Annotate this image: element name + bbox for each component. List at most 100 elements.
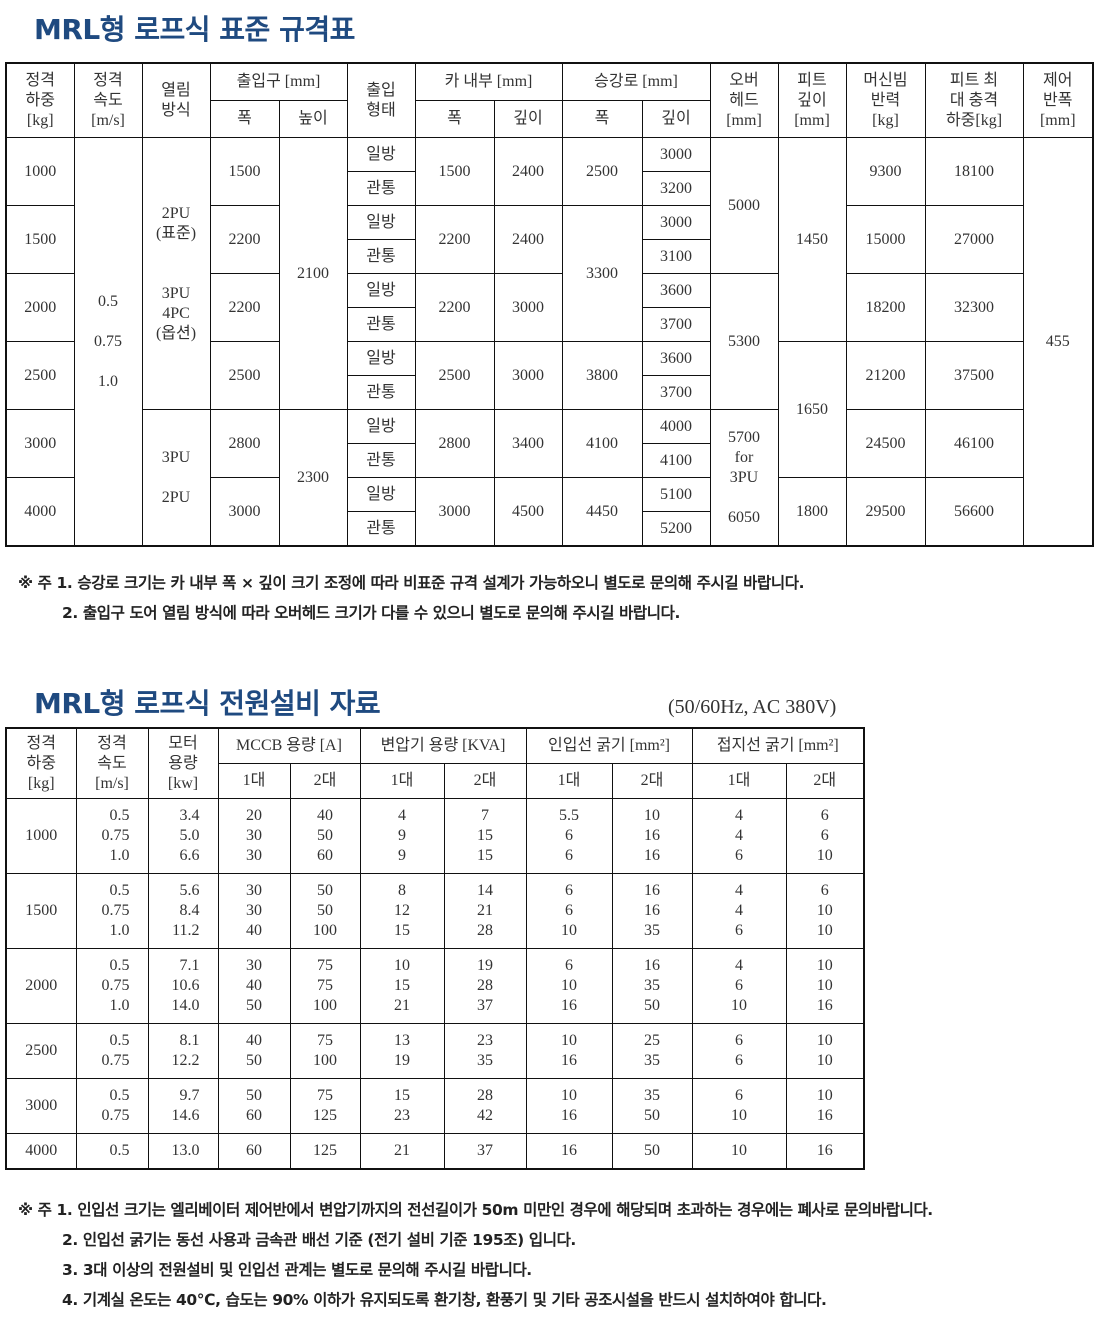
header-inlet-1: 1대 [525, 763, 613, 799]
cell-motor: 9.7 14.6 [147, 1078, 219, 1134]
table-row: 1000 0.5 0.75 1.0 3.4 5.0 6.6 20 30 30 40 50… [5, 798, 865, 874]
cell-trans-1: 10 15 21 [359, 948, 445, 1024]
cell-beam: 18200 [845, 273, 926, 342]
cell-pit: 1800 [777, 477, 847, 547]
cell-shaft-depth: 3600 [641, 341, 711, 376]
header-panel: 제어 반폭 [mm] [1022, 62, 1094, 138]
cell-inlet-2: 10 16 16 [611, 798, 693, 874]
cell-type: 관통 [346, 307, 416, 342]
header-entrance: 출입구 [mm] [209, 62, 348, 101]
cell-door-width: 2200 [209, 273, 280, 342]
header-ground-2: 2대 [785, 763, 865, 799]
cell-impact: 56600 [924, 477, 1024, 547]
cell-shaft-depth: 3000 [641, 205, 711, 240]
header-method: 열림 방식 [141, 62, 211, 138]
cell-ground-2: 6 6 10 [785, 798, 865, 874]
cell-ground-1: 4 4 6 [691, 873, 787, 949]
cell-inlet-1: 6 6 10 [525, 873, 613, 949]
cell-type: 관통 [346, 511, 416, 547]
cell-type: 관통 [346, 239, 416, 274]
power-note-4: 4. 기계실 온도는 40℃, 습도는 90% 이하가 유지되도록 환기창, 환… [62, 1291, 827, 1309]
header-shaft: 승강로 [mm] [561, 62, 711, 101]
cell-mccb-1: 60 [217, 1133, 291, 1169]
power-subtitle: (50/60Hz, AC 380V) [668, 696, 837, 718]
cell-ground-2: 10 16 [785, 1078, 865, 1134]
cell-inlet-1: 10 16 [525, 1023, 613, 1079]
cell-overhead: 5000 [709, 137, 779, 274]
cell-car-width: 3000 [414, 477, 495, 547]
cell-load: 1000 [5, 798, 77, 874]
cell-load: 2000 [5, 273, 75, 342]
cell-load: 1500 [5, 205, 75, 274]
cell-inlet-1: 10 16 [525, 1078, 613, 1134]
cell-door-width: 1500 [209, 137, 280, 206]
spec-note-2: 2. 출입구 도어 열림 방식에 따라 오버헤드 크기가 다를 수 있으니 별도… [62, 604, 680, 622]
cell-car-depth: 3400 [493, 409, 563, 478]
cell-trans-1: 15 23 [359, 1078, 445, 1134]
cell-overhead: 5300 [709, 273, 779, 410]
cell-type: 일방 [346, 273, 416, 308]
cell-mccb-1: 20 30 30 [217, 798, 291, 874]
header-load: 정격 하중 [kg] [5, 727, 77, 799]
header-impact: 피트 최 대 충격 하중[kg] [924, 62, 1024, 138]
cell-mccb-1: 40 50 [217, 1023, 291, 1079]
cell-mccb-2: 125 [289, 1133, 361, 1169]
cell-car-depth: 2400 [493, 137, 563, 206]
cell-ground-1: 4 4 6 [691, 798, 787, 874]
header-inlet-2: 2대 [611, 763, 693, 799]
cell-car-depth: 3000 [493, 273, 563, 342]
cell-inlet-2: 50 [611, 1133, 693, 1169]
cell-inlet-2: 16 35 50 [611, 948, 693, 1024]
header-speed: 정격 속도 [m/s] [73, 62, 143, 138]
cell-shaft-width: 2500 [561, 137, 643, 206]
cell-car-width: 2200 [414, 273, 495, 342]
cell-load: 3000 [5, 1078, 77, 1134]
cell-motor: 3.4 5.0 6.6 [147, 798, 219, 874]
cell-car-depth: 4500 [493, 477, 563, 547]
header-mccb-1: 1대 [217, 763, 291, 799]
cell-mccb-2: 75 75 100 [289, 948, 361, 1024]
cell-impact: 18100 [924, 137, 1024, 206]
cell-ground-2: 10 10 16 [785, 948, 865, 1024]
cell-ground-2: 16 [785, 1133, 865, 1169]
cell-shaft-depth: 3700 [641, 375, 711, 410]
cell-ground-1: 10 [691, 1133, 787, 1169]
cell-motor: 8.1 12.2 [147, 1023, 219, 1079]
header-ground-1: 1대 [691, 763, 787, 799]
cell-load: 4000 [5, 1133, 77, 1169]
cell-type: 일방 [346, 477, 416, 512]
cell-load: 2000 [5, 948, 77, 1024]
cell-shaft-width: 4450 [561, 477, 643, 547]
cell-shaft-depth: 4000 [641, 409, 711, 444]
cell-inlet-1: 16 [525, 1133, 613, 1169]
cell-shaft-width: 4100 [561, 409, 643, 478]
cell-load: 1000 [5, 137, 75, 206]
header-trans-2: 2대 [443, 763, 527, 799]
cell-trans-2: 14 21 28 [443, 873, 527, 949]
header-inlet: 인입선 굵기 [mm²] [525, 727, 693, 764]
cell-car-width: 2200 [414, 205, 495, 274]
cell-door-height: 2300 [278, 409, 348, 547]
cell-pit: 1650 [777, 341, 847, 478]
cell-trans-1: 21 [359, 1133, 445, 1169]
cell-shaft-depth: 5200 [641, 511, 711, 547]
cell-shaft-depth: 3000 [641, 137, 711, 172]
cell-beam: 9300 [845, 137, 926, 206]
cell-load: 1500 [5, 873, 77, 949]
cell-ground-1: 6 6 [691, 1023, 787, 1079]
cell-speed: 0.5 0.75 1.0 [73, 137, 143, 547]
cell-impact: 27000 [924, 205, 1024, 274]
cell-shaft-depth: 3100 [641, 239, 711, 274]
cell-mccb-2: 50 50 100 [289, 873, 361, 949]
cell-shaft-depth: 3700 [641, 307, 711, 342]
cell-beam: 15000 [845, 205, 926, 274]
cell-trans-1: 4 9 9 [359, 798, 445, 874]
cell-beam: 24500 [845, 409, 926, 478]
cell-method: 2PU (표준) 3PU 4PC (옵션) [141, 137, 211, 410]
cell-type: 관통 [346, 443, 416, 478]
cell-mccb-1: 30 30 40 [217, 873, 291, 949]
cell-door-width: 2500 [209, 341, 280, 410]
cell-shaft-depth: 3200 [641, 171, 711, 206]
cell-speed: 0.5 0.75 1.0 [75, 798, 149, 874]
cell-inlet-2: 16 16 35 [611, 873, 693, 949]
